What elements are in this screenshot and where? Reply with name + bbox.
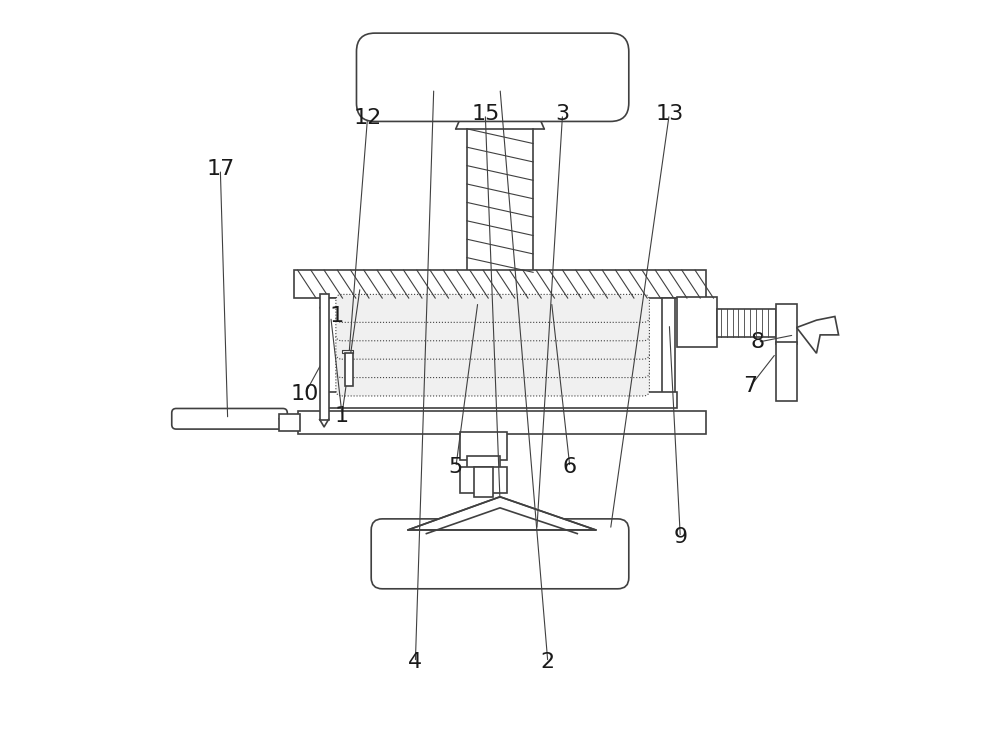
Text: 10: 10: [291, 383, 319, 404]
Polygon shape: [408, 497, 596, 530]
Bar: [467, 456, 500, 470]
Bar: [467, 129, 533, 272]
FancyBboxPatch shape: [371, 519, 629, 589]
Bar: [279, 414, 300, 431]
Bar: [677, 297, 717, 347]
Bar: [327, 298, 340, 405]
FancyBboxPatch shape: [356, 33, 629, 121]
Text: 4: 4: [408, 652, 422, 673]
FancyBboxPatch shape: [336, 368, 649, 396]
Text: 8: 8: [751, 332, 765, 353]
Text: 1: 1: [335, 406, 349, 426]
Text: 3: 3: [555, 104, 570, 124]
Text: 9: 9: [673, 527, 687, 548]
Text: 12: 12: [353, 107, 382, 128]
Bar: [298, 411, 706, 434]
Bar: [474, 467, 493, 497]
Text: 7: 7: [743, 376, 757, 397]
Bar: [776, 342, 797, 401]
Text: 17: 17: [206, 159, 234, 180]
Bar: [717, 309, 776, 337]
Text: 2: 2: [541, 652, 555, 673]
FancyBboxPatch shape: [172, 408, 287, 429]
Text: 6: 6: [563, 457, 577, 478]
Polygon shape: [797, 316, 839, 353]
Bar: [294, 270, 706, 298]
FancyBboxPatch shape: [336, 331, 649, 359]
FancyBboxPatch shape: [336, 313, 649, 341]
Bar: [662, 298, 675, 405]
Bar: [460, 432, 507, 460]
Bar: [460, 467, 507, 493]
Bar: [776, 304, 797, 344]
Text: 5: 5: [449, 457, 463, 478]
Text: 15: 15: [471, 104, 499, 124]
FancyBboxPatch shape: [336, 350, 649, 378]
Text: 13: 13: [655, 104, 683, 124]
Bar: [342, 298, 644, 390]
Text: 11: 11: [317, 306, 345, 327]
Bar: [345, 353, 353, 386]
Bar: [327, 392, 677, 408]
Bar: [320, 294, 329, 420]
FancyBboxPatch shape: [336, 294, 649, 322]
